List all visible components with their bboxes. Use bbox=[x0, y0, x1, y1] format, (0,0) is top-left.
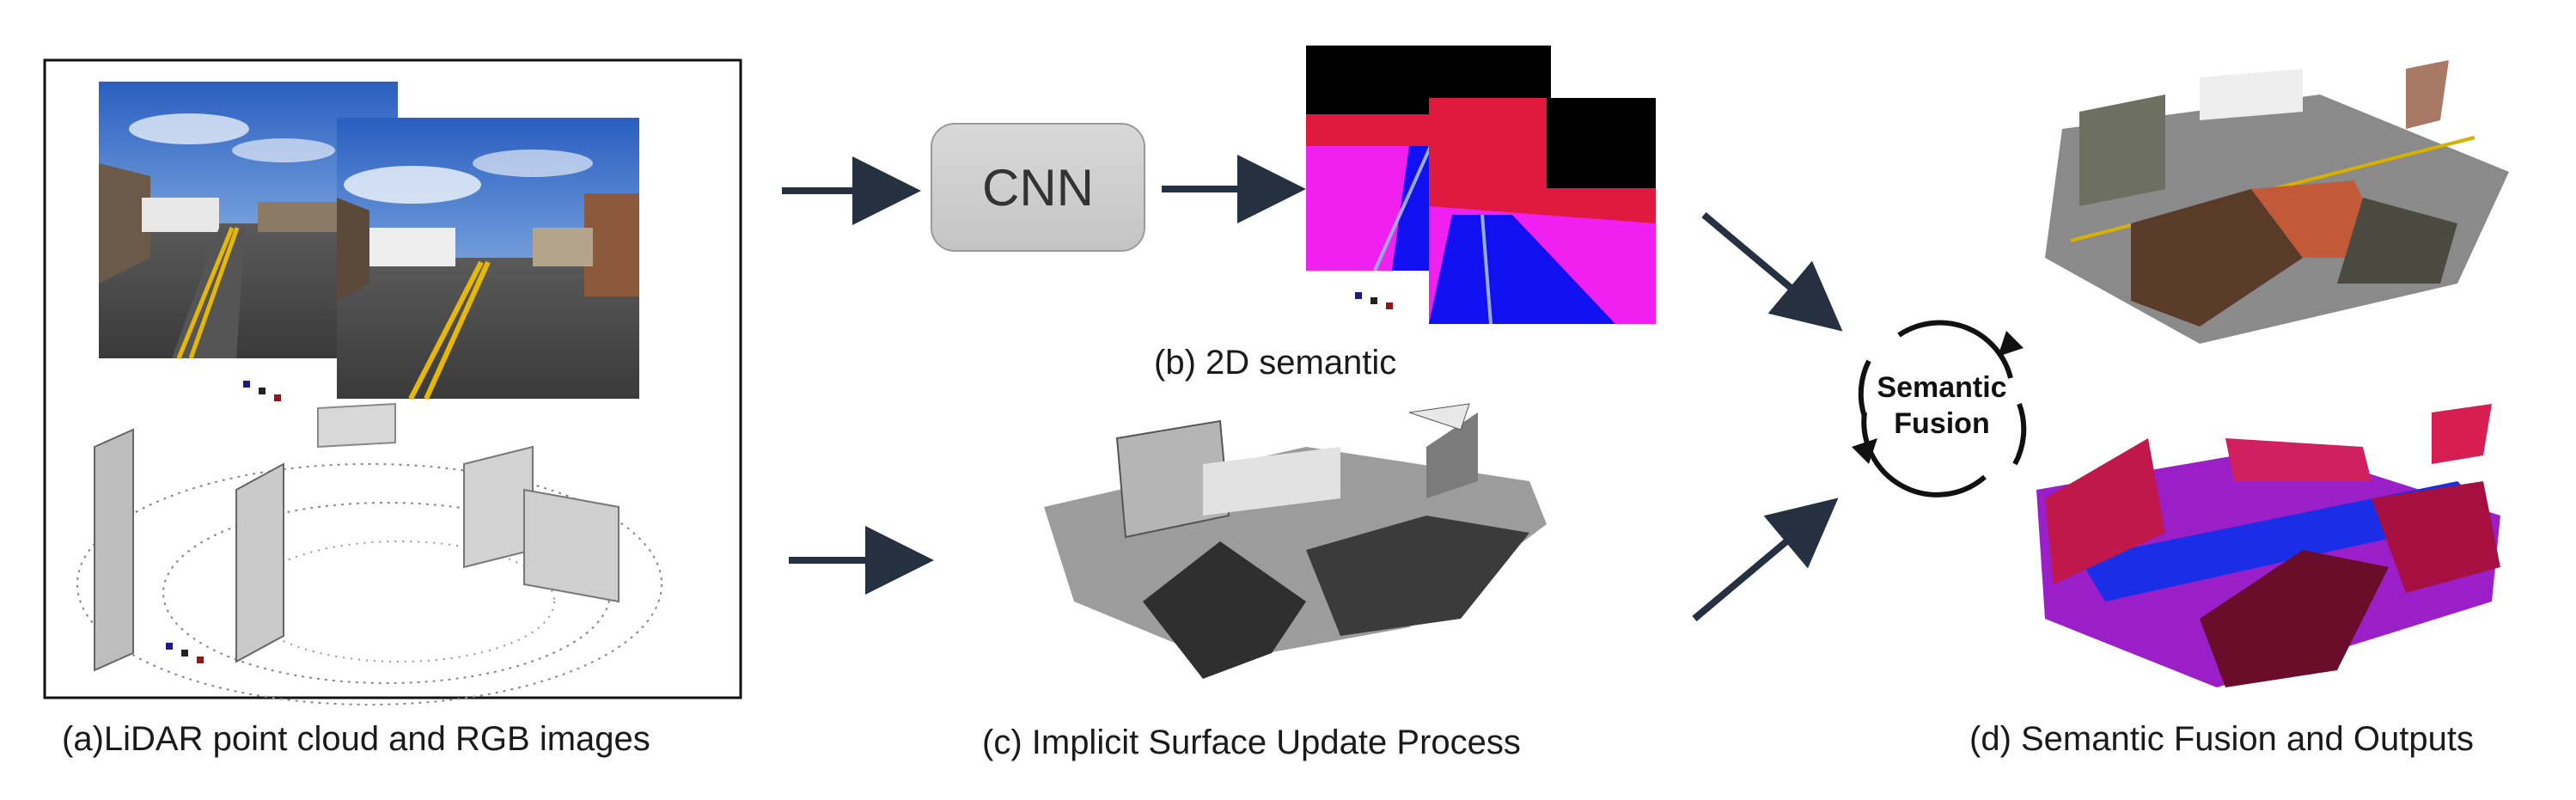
output-semantic-model bbox=[2036, 404, 2500, 687]
fusion-line2: Fusion bbox=[1894, 407, 1990, 440]
cycle-arrows-icon bbox=[1852, 320, 2027, 498]
cnn-box: CNN bbox=[931, 123, 1145, 252]
caption-a: (a)LiDAR point cloud and RGB images bbox=[62, 720, 650, 758]
arrow-icon bbox=[1701, 211, 1843, 332]
ellipsis-dots-icon bbox=[1355, 292, 1393, 309]
ellipsis-dots-icon bbox=[166, 643, 204, 663]
arrow-icon bbox=[1692, 498, 1839, 622]
semantic-fusion-label: Semantic Fusion bbox=[1865, 369, 2019, 442]
caption-c: (c) Implicit Surface Update Process bbox=[982, 724, 1521, 761]
lidar-point-cloud bbox=[76, 402, 662, 705]
semantic-image-front bbox=[1429, 98, 1656, 325]
ellipsis-dots-icon bbox=[243, 381, 281, 401]
fusion-line1: Semantic bbox=[1877, 371, 2007, 404]
rgb-image-front bbox=[337, 118, 639, 400]
caption-d: (d) Semantic Fusion and Outputs bbox=[1969, 720, 2474, 758]
implicit-surface-model bbox=[1044, 403, 1547, 679]
caption-b: (b) 2D semantic bbox=[1154, 344, 1397, 382]
cnn-label: CNN bbox=[982, 158, 1094, 217]
output-textured-model bbox=[2045, 60, 2509, 344]
